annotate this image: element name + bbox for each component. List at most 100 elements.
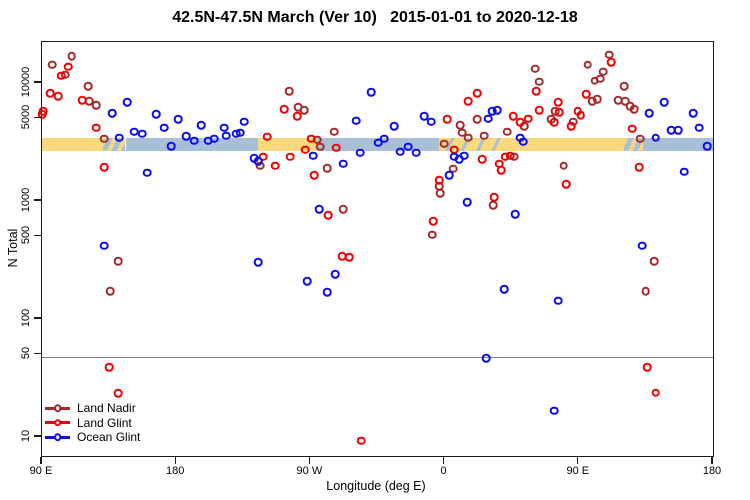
data-point-ocean-glint [510,210,520,219]
data-point-land-glint [77,96,87,105]
data-point-ocean-glint [459,151,469,161]
data-point-land-nadir [559,161,569,171]
data-point-land-nadir [315,142,325,151]
data-point-land-glint [561,180,571,189]
y-tick [34,317,41,319]
data-point-land-nadir [592,94,602,104]
data-point-land-glint [45,88,55,98]
data-point-land-glint [38,107,48,116]
data-point-land-nadir [439,139,449,149]
data-point-land-nadir [583,60,593,69]
x-tick-label: 90 E [29,465,53,477]
data-point-ocean-glint [322,288,332,297]
legend-ring-icon [53,433,62,442]
band-segment-land [505,137,624,151]
data-point-ocean-glint [553,296,563,305]
data-point-land-glint [270,161,280,171]
data-point-land-glint [104,362,114,372]
y-tick-label: 5000 [20,105,32,130]
data-point-ocean-glint [173,115,183,124]
data-point-ocean-glint [308,151,318,161]
data-point-land-glint [306,134,316,143]
data-point-ocean-glint [395,147,405,157]
data-point-land-glint [489,192,499,202]
data-point-land-nadir [534,77,544,87]
x-tick-label: 90 W [296,465,323,477]
data-point-land-nadir [83,81,93,91]
data-point-land-glint [531,86,541,96]
data-point-ocean-glint [181,132,191,141]
data-point-land-glint [472,88,482,98]
legend-item: Ocean Glint [45,430,140,445]
data-point-land-glint [523,114,533,123]
data-point-land-glint [554,108,564,117]
data-point-land-glint [496,165,506,175]
data-point-land-glint [53,91,63,101]
data-point-ocean-glint [549,406,559,415]
data-point-ocean-glint [235,128,245,137]
data-point-ocean-glint [302,276,312,286]
data-point-land-glint [344,252,354,262]
data-point-land-glint [63,62,73,72]
data-point-land-nadir [472,115,482,124]
data-point-land-nadir [284,86,294,96]
data-point-ocean-glint [129,127,139,136]
data-point-land-glint [549,117,559,127]
data-point-ocean-glint [403,142,413,151]
data-point-land-glint [99,162,109,172]
data-point-land-glint [292,112,302,121]
data-point-land-glint [581,90,591,99]
data-point-land-glint [651,388,661,398]
data-point-ocean-glint [253,156,263,166]
y-tick [34,199,41,201]
data-point-ocean-glint [483,114,493,123]
data-point-ocean-glint [142,168,152,178]
x-axis-title: Longitude (deg E) [326,479,426,493]
data-point-ocean-glint [673,126,683,135]
legend-item: Land Glint [45,416,140,431]
y-tick [34,435,41,437]
y-axis-title: N Total [6,228,20,268]
data-point-land-glint [606,58,616,67]
x-tick [308,456,311,464]
data-point-ocean-glint [518,137,528,147]
chart-title: 42.5N-47.5N March (Ver 10) 2015-01-01 to… [172,9,578,26]
x-tick [711,456,713,464]
data-point-land-nadir [488,201,498,210]
reference-line [42,356,713,358]
x-tick-label: 90 E [566,465,590,477]
y-tick [34,81,41,83]
legend-label: Ocean Glint [77,430,141,444]
x-tick-label: 0 [440,465,447,477]
data-point-land-glint [442,115,452,124]
data-point-land-glint [477,154,487,164]
data-point-land-nadir [113,256,123,266]
y-tick-label: 100 [20,308,32,328]
data-point-land-glint [508,112,518,121]
data-point-land-nadir [299,105,309,115]
data-point-land-nadir [427,230,437,239]
legend-symbol [45,403,70,414]
data-point-land-glint [309,170,319,180]
legend-label: Land Glint [77,415,132,430]
data-point-land-glint [515,117,525,127]
y-tick-label: 500 [20,226,32,245]
data-point-land-nadir [457,128,467,137]
band-segment-ocean [642,137,713,151]
data-point-ocean-glint [492,106,502,115]
data-point-land-nadir [105,287,115,296]
data-point-land-glint [627,124,637,134]
data-point-ocean-glint [651,133,661,142]
data-point-ocean-glint [389,122,399,131]
data-point-ocean-glint [137,129,147,138]
data-point-land-glint [534,106,544,115]
data-point-land-nadir [479,131,489,140]
data-point-land-glint [91,123,101,133]
x-tick-label: 180 [702,465,722,477]
data-point-land-glint [356,436,366,445]
data-point-land-glint [331,143,341,153]
data-point-land-glint [300,145,310,155]
data-point-ocean-glint [351,116,361,125]
data-point-ocean-glint [114,133,124,142]
legend-label: Land Nadir [77,401,136,415]
